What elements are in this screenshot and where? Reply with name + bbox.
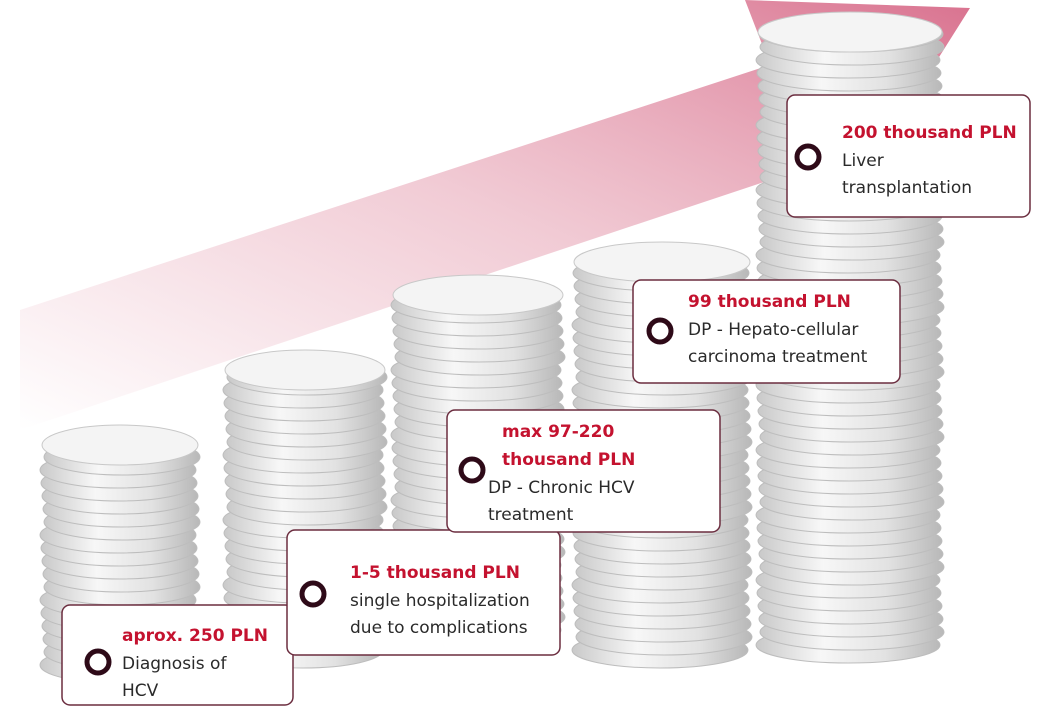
description-label: transplantation xyxy=(842,178,972,198)
cost-box xyxy=(632,279,901,384)
coin-top xyxy=(392,274,564,316)
cost-label: max 97-220 xyxy=(502,422,614,442)
cost-box xyxy=(446,409,721,533)
cost-boxes: aprox. 250 PLN Diagnosis of HCV 1-5 thousan… xyxy=(61,94,1031,706)
bullet-ring xyxy=(299,580,327,608)
description-label: DP - Hepato-cellular xyxy=(688,320,858,340)
description-label: due to complications xyxy=(350,618,528,638)
cost-label: aprox. 250 PLN xyxy=(122,626,268,646)
description-label: HCV xyxy=(122,681,159,701)
bullet-ring xyxy=(458,456,486,484)
description-label: Diagnosis of xyxy=(122,654,227,674)
description-label: Liver xyxy=(842,151,884,171)
growth-arrow xyxy=(20,0,970,430)
description-label: single hospitalization xyxy=(350,591,530,611)
coin-top xyxy=(757,11,943,53)
cost-label: thousand PLN xyxy=(502,450,635,470)
coin-top xyxy=(573,241,751,283)
bullet-ring xyxy=(794,143,822,171)
description-label: carcinoma treatment xyxy=(688,347,868,367)
cost-label: 1-5 thousand PLN xyxy=(350,563,520,583)
cost-label: 200 thousand PLN xyxy=(842,123,1017,143)
bullet-ring xyxy=(84,648,112,676)
cost-box xyxy=(286,529,561,656)
cost-box xyxy=(786,94,1031,218)
coin-top xyxy=(41,424,199,466)
cost-label: 99 thousand PLN xyxy=(688,292,851,312)
coin-top xyxy=(224,349,386,391)
description-label: DP - Chronic HCV xyxy=(488,478,635,498)
bullet-ring xyxy=(646,317,674,345)
description-label: treatment xyxy=(488,505,574,525)
